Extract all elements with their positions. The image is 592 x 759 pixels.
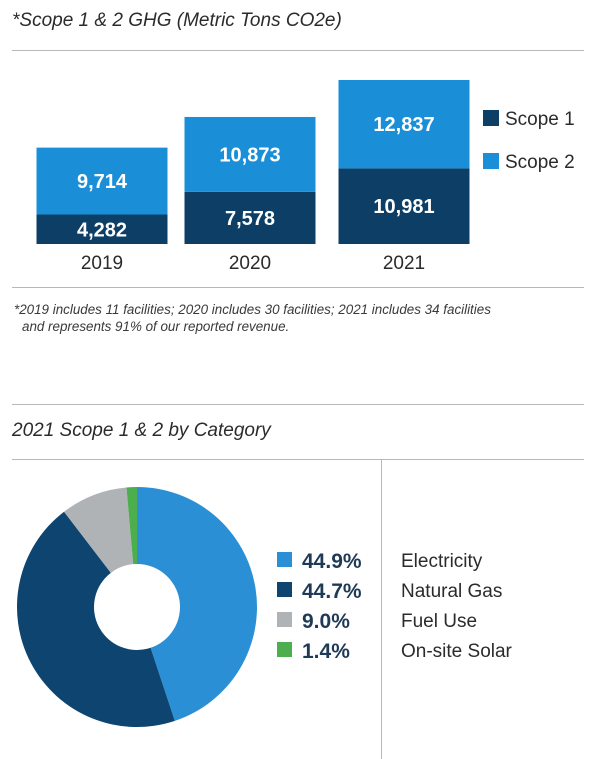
divider — [12, 459, 584, 460]
legend-label: Scope 1 — [505, 109, 575, 130]
legend-label: Natural Gas — [401, 581, 502, 602]
bar-value-label: 7,578 — [225, 208, 275, 230]
footnote-line: *2019 includes 11 facilities; 2020 inclu… — [14, 302, 491, 317]
bar-chart-footnote: *2019 includes 11 facilities; 2020 inclu… — [14, 301, 579, 335]
legend-swatch — [483, 110, 499, 126]
donut-chart-title: 2021 Scope 1 & 2 by Category — [12, 420, 271, 441]
legend-swatch — [277, 642, 292, 657]
stacked-bar-chart: 4,282 9,714 2019 7,578 10,873 2020 10,981 12,83… — [36, 80, 575, 274]
x-tick-label: 2020 — [229, 253, 271, 274]
divider — [12, 50, 584, 51]
bar-value-label: 10,873 — [219, 144, 280, 166]
legend-label: Fuel Use — [401, 611, 477, 632]
bar-value-label: 9,714 — [77, 171, 128, 193]
legend-label: Scope 2 — [505, 152, 575, 173]
legend-percent: 1.4% — [302, 640, 350, 663]
bar-scope-1-2021 — [338, 168, 470, 244]
legend-swatch — [483, 153, 499, 169]
bar-value-label: 4,282 — [77, 219, 127, 241]
x-tick-label: 2019 — [81, 253, 123, 274]
x-tick-label: 2021 — [383, 253, 425, 274]
donut-slice-fuel-use — [64, 487, 134, 573]
divider — [12, 287, 584, 288]
bar-value-label: 12,837 — [373, 114, 434, 136]
legend-label: Electricity — [401, 551, 483, 572]
donut-slice-on-site-solar — [126, 487, 137, 565]
divider — [381, 460, 382, 759]
bar-scope-2-2019 — [36, 147, 168, 215]
bar-scope-1-2020 — [184, 191, 316, 244]
legend-label: On-site Solar — [401, 641, 513, 662]
legend-percent: 44.9% — [302, 550, 362, 573]
bar-value-label: 10,981 — [373, 196, 434, 218]
legend-swatch — [277, 612, 292, 627]
footnote-line: and represents 91% of our reported reven… — [22, 319, 290, 334]
legend-swatch — [277, 552, 292, 567]
bar-scope-2-2021 — [338, 80, 470, 169]
donut-slice-electricity — [137, 487, 258, 721]
bar-chart-title: *Scope 1 & 2 GHG (Metric Tons CO2e) — [12, 10, 342, 31]
legend-swatch — [277, 582, 292, 597]
bar-scope-1-2019 — [36, 214, 168, 244]
bar-scope-2-2020 — [184, 116, 316, 192]
donut-slice-natural-gas — [16, 511, 175, 727]
divider — [12, 404, 584, 405]
donut-chart: 44.9% Electricity 44.7% Natural Gas 9.0% Fuel… — [16, 487, 513, 727]
legend-percent: 44.7% — [302, 580, 362, 603]
legend-percent: 9.0% — [302, 610, 350, 633]
